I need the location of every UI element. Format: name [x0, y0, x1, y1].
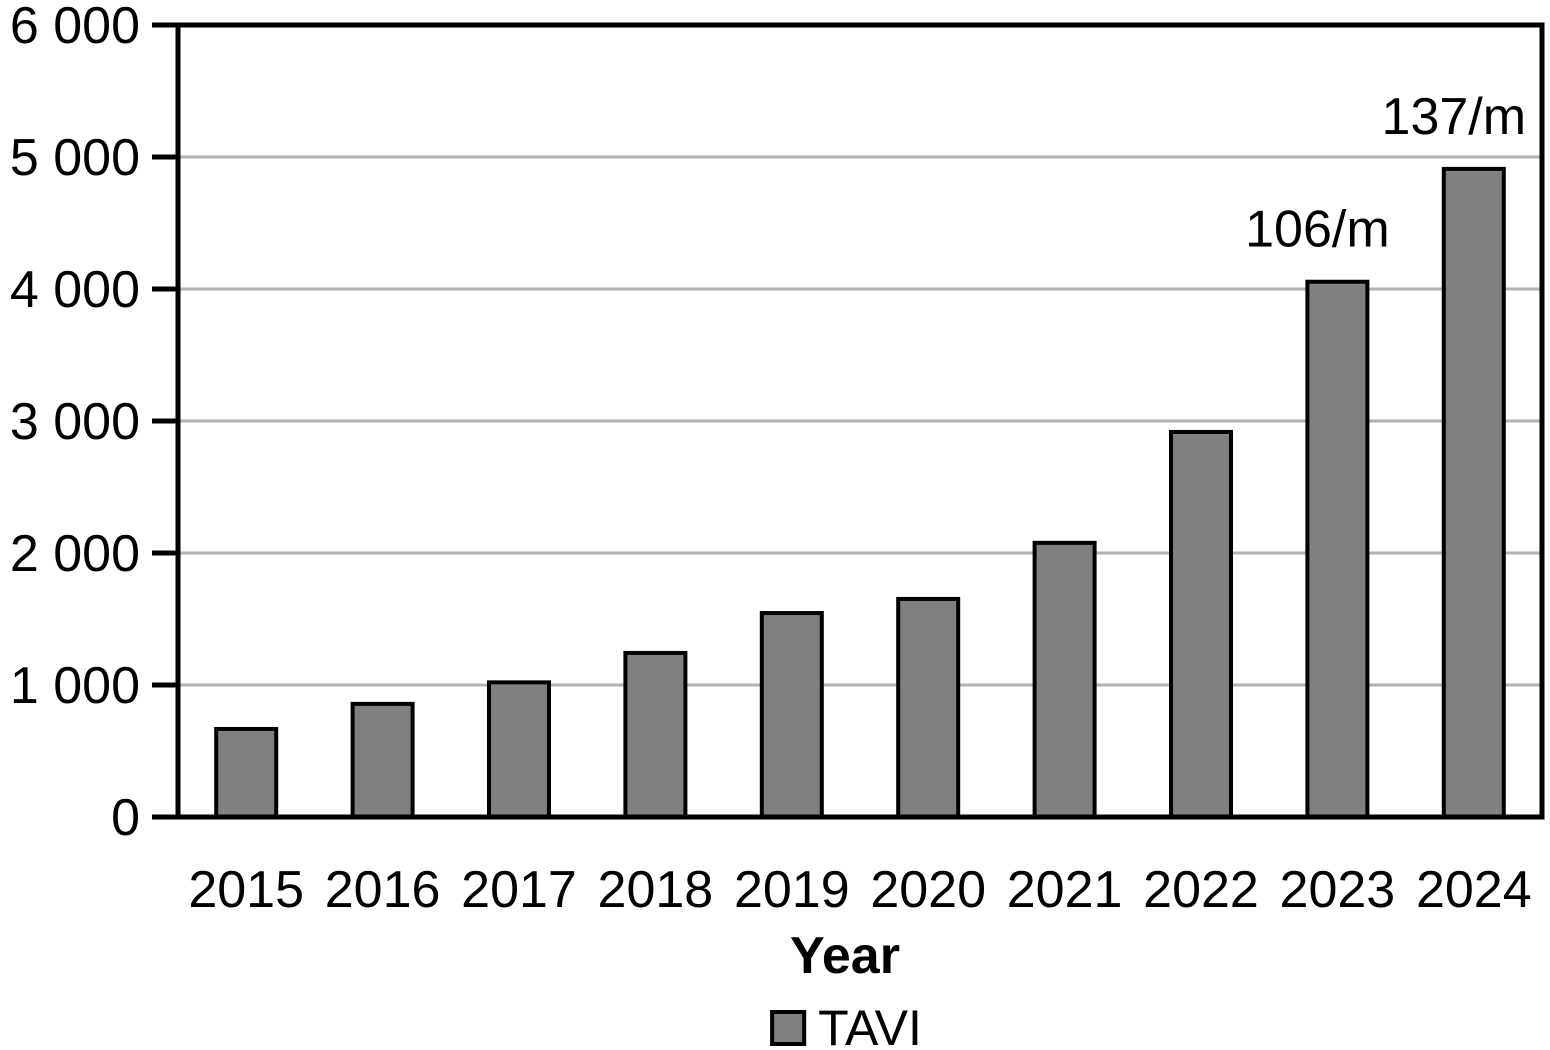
legend-label-tavi: TAVI — [818, 1000, 922, 1050]
x-axis-tick-label: 2018 — [598, 861, 714, 919]
y-axis-tick-label: 1 000 — [10, 657, 140, 715]
y-axis-tick-label: 3 000 — [10, 393, 140, 451]
y-axis-tick-label: 4 000 — [10, 261, 140, 319]
x-axis-tick-label: 2016 — [325, 861, 441, 919]
bar-2022 — [1169, 429, 1233, 819]
bar-2023 — [1305, 279, 1370, 819]
bar-2021 — [1032, 540, 1097, 819]
y-axis-tick-label: 5 000 — [10, 129, 140, 187]
bar-2015 — [214, 726, 279, 819]
legend-swatch-tavi — [770, 1010, 807, 1046]
x-axis-tick-label: 2020 — [870, 861, 986, 919]
y-axis-tick-label: 0 — [111, 789, 140, 847]
bar-2020 — [896, 596, 961, 819]
x-axis-tick-label: 2023 — [1280, 861, 1396, 919]
bar-annotation: 137/m — [1382, 88, 1527, 146]
x-axis-tick-label: 2022 — [1143, 861, 1259, 919]
bar-2017 — [487, 680, 551, 819]
x-axis-tick-label: 2024 — [1416, 861, 1532, 919]
x-axis-tick-label: 2015 — [188, 861, 304, 919]
legend: TAVI — [770, 1003, 922, 1050]
bar-2016 — [350, 701, 415, 819]
y-axis-tick-label: 6 000 — [10, 0, 140, 55]
bar-2019 — [759, 611, 824, 819]
bar-2024 — [1441, 166, 1506, 819]
x-axis-tick-label: 2021 — [1007, 861, 1123, 919]
x-axis-title: Year — [790, 927, 900, 985]
bar-2018 — [623, 650, 688, 820]
bar-annotation: 106/m — [1245, 201, 1390, 259]
x-axis-tick-label: 2017 — [461, 861, 577, 919]
y-axis-tick-label: 2 000 — [10, 525, 140, 583]
x-axis-tick-label: 2019 — [734, 861, 850, 919]
